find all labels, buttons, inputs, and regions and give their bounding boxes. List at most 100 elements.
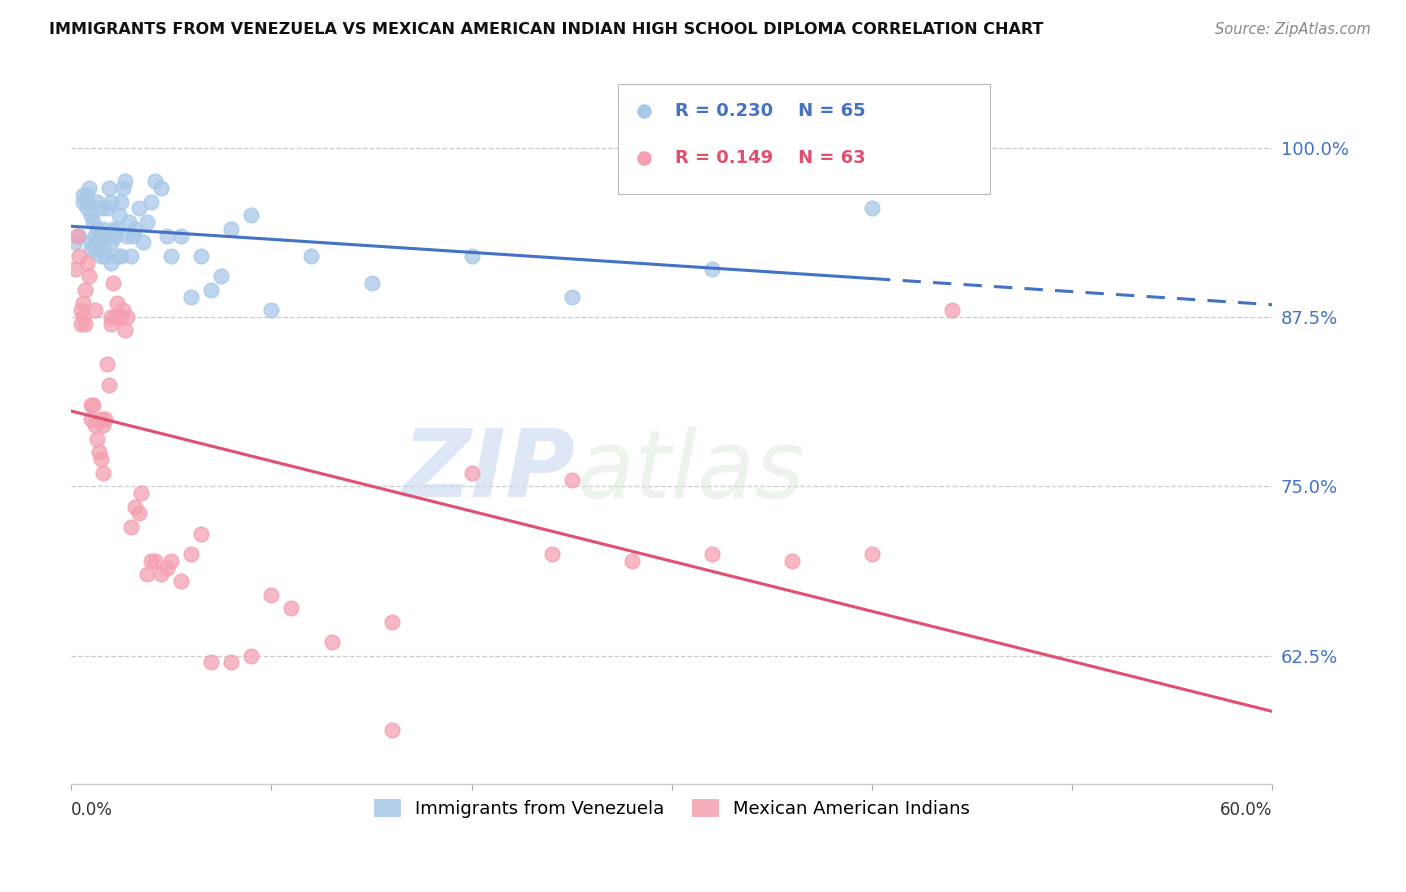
Point (1015, 212, 1038, 227)
Point (136, 567, 159, 582)
Point (700, 547, 723, 561)
Point (86, 432, 108, 446)
Point (76, 194, 98, 209)
Point (72, 194, 94, 209)
Point (860, 547, 883, 561)
Point (80, 208, 103, 222)
Point (104, 228, 127, 243)
Point (136, 215, 159, 229)
Point (94, 249, 117, 263)
Point (460, 466, 482, 480)
Point (98, 181, 121, 195)
Point (381, 615, 404, 629)
Point (240, 648, 263, 663)
Point (122, 228, 145, 243)
Point (65, 262, 87, 277)
Text: 60.0%: 60.0% (1220, 801, 1272, 819)
Point (128, 507, 150, 521)
Point (156, 560, 179, 574)
Point (77, 269, 100, 284)
Point (94, 411, 117, 425)
Point (76, 256, 98, 270)
Point (540, 547, 562, 561)
Point (91, 466, 114, 480)
Point (84, 228, 107, 243)
Point (80, 398, 103, 412)
Point (700, 262, 723, 277)
Point (84, 418, 107, 433)
Text: ZIP: ZIP (404, 425, 576, 517)
Point (80, 235, 103, 250)
Point (200, 283, 222, 297)
Text: Source: ZipAtlas.com: Source: ZipAtlas.com (1215, 22, 1371, 37)
Point (143, 554, 166, 568)
Point (112, 303, 135, 318)
Point (67, 228, 90, 243)
Point (104, 310, 127, 324)
Point (90, 202, 112, 216)
Point (110, 194, 132, 209)
Point (82, 215, 104, 229)
Point (72, 296, 94, 310)
Point (70, 303, 93, 318)
Point (141, 554, 163, 568)
Point (72, 310, 94, 324)
Point (100, 310, 122, 324)
Point (100, 194, 122, 209)
Text: R = 0.149    N = 63: R = 0.149 N = 63 (675, 149, 866, 168)
Point (141, 194, 163, 209)
Point (260, 588, 283, 602)
Point (381, 723, 404, 738)
Point (103, 222, 125, 236)
Point (280, 601, 302, 615)
Point (66, 228, 89, 243)
Point (160, 554, 183, 568)
Point (124, 222, 146, 236)
Point (86, 222, 108, 236)
Point (117, 310, 139, 324)
Text: atlas: atlas (576, 425, 804, 516)
Point (108, 208, 131, 222)
Point (156, 228, 179, 243)
Point (118, 215, 141, 229)
Point (941, 303, 963, 318)
Point (80, 411, 103, 425)
Point (114, 174, 136, 188)
Point (90, 452, 112, 467)
Point (100, 317, 122, 331)
Point (132, 235, 155, 250)
Point (105, 222, 128, 236)
Point (82, 398, 104, 412)
Point (76, 202, 98, 216)
Point (103, 276, 125, 290)
Point (143, 174, 166, 188)
Point (301, 249, 323, 263)
Point (1015, 303, 1038, 318)
Point (100, 256, 122, 270)
Point (90, 249, 112, 263)
Point (110, 249, 132, 263)
Point (170, 228, 193, 243)
Point (91, 242, 114, 256)
Point (105, 249, 128, 263)
Point (89, 445, 111, 459)
Point (96, 202, 118, 216)
Point (160, 249, 183, 263)
Point (221, 656, 243, 670)
Point (190, 249, 212, 263)
Point (180, 547, 202, 561)
Point (84, 242, 107, 256)
Point (260, 303, 283, 318)
Point (209, 269, 232, 284)
Point (96, 228, 118, 243)
Point (67, 249, 90, 263)
Point (124, 500, 146, 514)
Point (90, 228, 112, 243)
Point (105, 296, 128, 310)
Point (91, 418, 114, 433)
Point (98, 377, 121, 392)
Legend: Immigrants from Venezuela, Mexican American Indians: Immigrants from Venezuela, Mexican Ameri… (367, 791, 977, 825)
Point (110, 310, 132, 324)
Point (120, 249, 142, 263)
Point (170, 574, 193, 589)
